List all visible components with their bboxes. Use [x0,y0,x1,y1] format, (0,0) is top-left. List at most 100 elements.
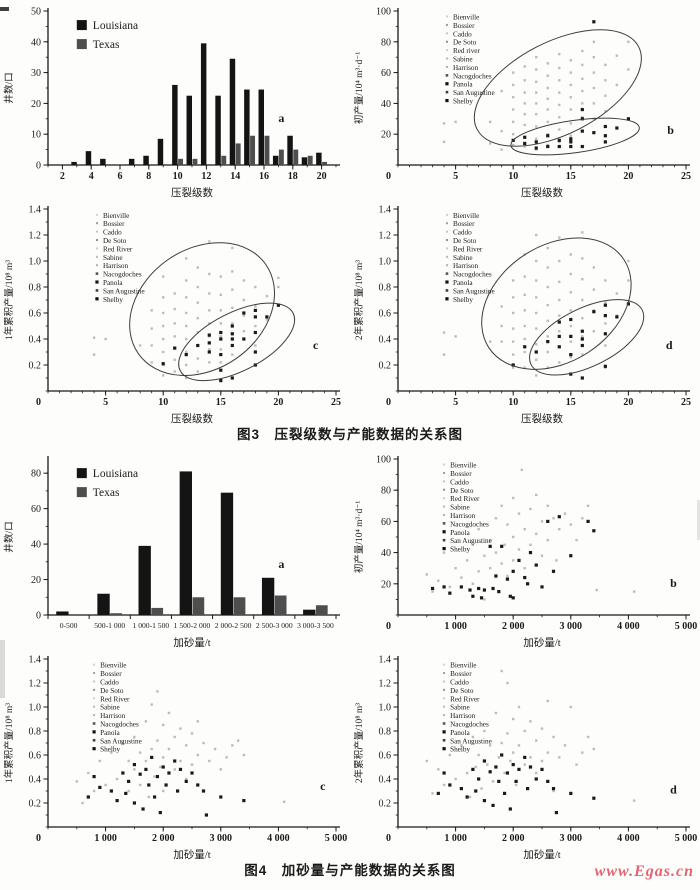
svg-text:井数/口: 井数/口 [3,521,15,552]
svg-text:Sabine: Sabine [103,254,123,262]
svg-text:2 000-2 500: 2 000-2 500 [215,621,252,630]
svg-text:1 500-2 000: 1 500-2 000 [174,621,211,630]
svg-text:Nacogdoches: Nacogdoches [103,271,142,279]
svg-text:40: 40 [31,37,41,48]
svg-text:加砂量/t: 加砂量/t [523,848,560,861]
svg-text:0.8: 0.8 [29,283,42,294]
svg-text:Nacogdoches: Nacogdoches [450,520,489,528]
svg-text:0.8: 0.8 [379,283,392,294]
svg-text:20: 20 [31,99,41,110]
svg-text:Nacogdoches: Nacogdoches [453,72,492,80]
fig3-chart-d: 0.2 0.4 0.6 0.8 1.0 1.2 1.4 5 10 15 20 25 0 压裂级数 2年累积产… [350,200,700,426]
svg-text:d: d [666,338,673,352]
svg-text:5 000: 5 000 [675,833,698,844]
scan-artifact [0,7,9,11]
svg-text:25: 25 [681,397,691,408]
figure3-grid: 0 10 20 30 40 50 2 4 6 8 10 12 14 16 18 20 压裂级数 井数/口 Louis… [0,2,700,426]
svg-text:0.6: 0.6 [29,751,42,762]
svg-text:2 000: 2 000 [502,621,525,632]
svg-text:San Augustine: San Augustine [450,737,492,745]
svg-text:Caddo: Caddo [453,229,472,237]
svg-text:Texas: Texas [93,487,120,499]
svg-text:Harrison: Harrison [450,512,476,520]
svg-text:0.6: 0.6 [379,309,392,320]
svg-text:Bienville: Bienville [450,462,476,470]
svg-text:Bossier: Bossier [450,670,472,678]
svg-text:1 000: 1 000 [94,833,117,844]
svg-text:2年累积产量/10⁸ m³: 2年累积产量/10⁸ m³ [353,703,365,783]
svg-text:井数/口: 井数/口 [3,72,15,103]
svg-text:10: 10 [508,397,518,408]
svg-text:Panola: Panola [450,729,470,737]
fig4-chart-c: 0.2 0.4 0.6 0.8 1.0 1.2 1.4 1 000 2 000 3 000 4 00… [0,650,350,862]
svg-text:Shelby: Shelby [100,746,120,754]
svg-text:5 000: 5 000 [675,621,698,632]
scan-artifact [0,640,5,698]
svg-text:d: d [670,782,677,796]
svg-text:San Augustine: San Augustine [103,287,145,295]
svg-text:b: b [670,576,677,590]
svg-text:Bossier: Bossier [100,670,122,678]
svg-text:Harrison: Harrison [453,64,479,72]
svg-text:18: 18 [288,171,298,182]
svg-text:60: 60 [381,68,391,79]
figure-3: 0 10 20 30 40 50 2 4 6 8 10 12 14 16 18 20 压裂级数 井数/口 Louis… [0,0,700,444]
svg-text:c: c [313,338,319,352]
svg-text:加砂量/t: 加砂量/t [173,636,210,649]
svg-text:1 000: 1 000 [444,833,467,844]
svg-text:Louisiana: Louisiana [93,20,138,32]
svg-text:Red River: Red River [453,245,483,253]
svg-text:De Soto: De Soto [453,237,477,245]
svg-text:Red River: Red River [450,695,480,703]
svg-text:Shelby: Shelby [453,296,473,304]
svg-text:c: c [320,779,326,793]
svg-text:加砂量/t: 加砂量/t [523,636,560,649]
svg-text:5: 5 [453,171,458,182]
svg-text:压裂级数: 压裂级数 [171,412,213,425]
svg-text:8: 8 [146,171,151,182]
svg-text:a: a [278,557,284,571]
svg-text:30: 30 [31,68,41,79]
svg-text:De Soto: De Soto [450,687,474,695]
svg-text:Nacogdoches: Nacogdoches [450,720,489,728]
svg-text:2年累积产量/10⁸ m³: 2年累积产量/10⁸ m³ [353,260,365,340]
svg-text:1.2: 1.2 [29,679,42,690]
svg-text:压裂级数: 压裂级数 [521,186,563,199]
svg-text:4 000: 4 000 [267,833,290,844]
svg-text:80: 80 [381,486,391,497]
figure-4: 0 20 40 60 80 0-500 500-1 000 1 000-1 500 1 500-… [0,450,700,881]
svg-text:San Augustine: San Augustine [453,89,495,97]
svg-text:Bienville: Bienville [453,212,479,220]
svg-text:1.4: 1.4 [29,655,42,666]
svg-text:0.2: 0.2 [29,799,42,810]
svg-text:0.4: 0.4 [29,335,42,346]
svg-text:1年累积产量/10⁸ m³: 1年累积产量/10⁸ m³ [3,260,15,340]
svg-text:0.4: 0.4 [379,775,392,786]
svg-text:3 000-3 500: 3 000-3 500 [297,621,334,630]
svg-text:Nacogdoches: Nacogdoches [100,720,139,728]
svg-text:Sabine: Sabine [450,504,470,512]
svg-text:Panola: Panola [453,81,473,89]
svg-text:1.4: 1.4 [29,205,42,216]
svg-text:加砂量/t: 加砂量/t [173,848,210,861]
svg-text:3 000: 3 000 [210,833,233,844]
svg-text:Red River: Red River [100,695,130,703]
svg-text:初产量/10⁴ m³·d⁻¹: 初产量/10⁴ m³·d⁻¹ [353,52,365,124]
svg-text:20: 20 [381,579,391,590]
svg-text:10: 10 [173,171,183,182]
svg-text:Bossier: Bossier [453,22,475,30]
svg-text:Bossier: Bossier [103,220,125,228]
svg-text:0.6: 0.6 [379,751,392,762]
svg-text:Nacogdoches: Nacogdoches [453,271,492,279]
svg-text:Caddo: Caddo [450,678,469,686]
svg-text:0: 0 [36,611,41,622]
svg-text:1.0: 1.0 [29,257,42,268]
fig4-chart-d: 0.2 0.4 0.6 0.8 1.0 1.2 1.4 1 000 2 000 3 000 4 00… [350,650,700,862]
svg-text:Panola: Panola [100,729,120,737]
svg-text:b: b [667,123,674,137]
svg-text:0.8: 0.8 [29,727,42,738]
svg-text:4 000: 4 000 [617,621,640,632]
figure4-caption: 图4 加砂量与产能数据的关系图 [244,863,456,878]
svg-text:Caddo: Caddo [100,678,119,686]
